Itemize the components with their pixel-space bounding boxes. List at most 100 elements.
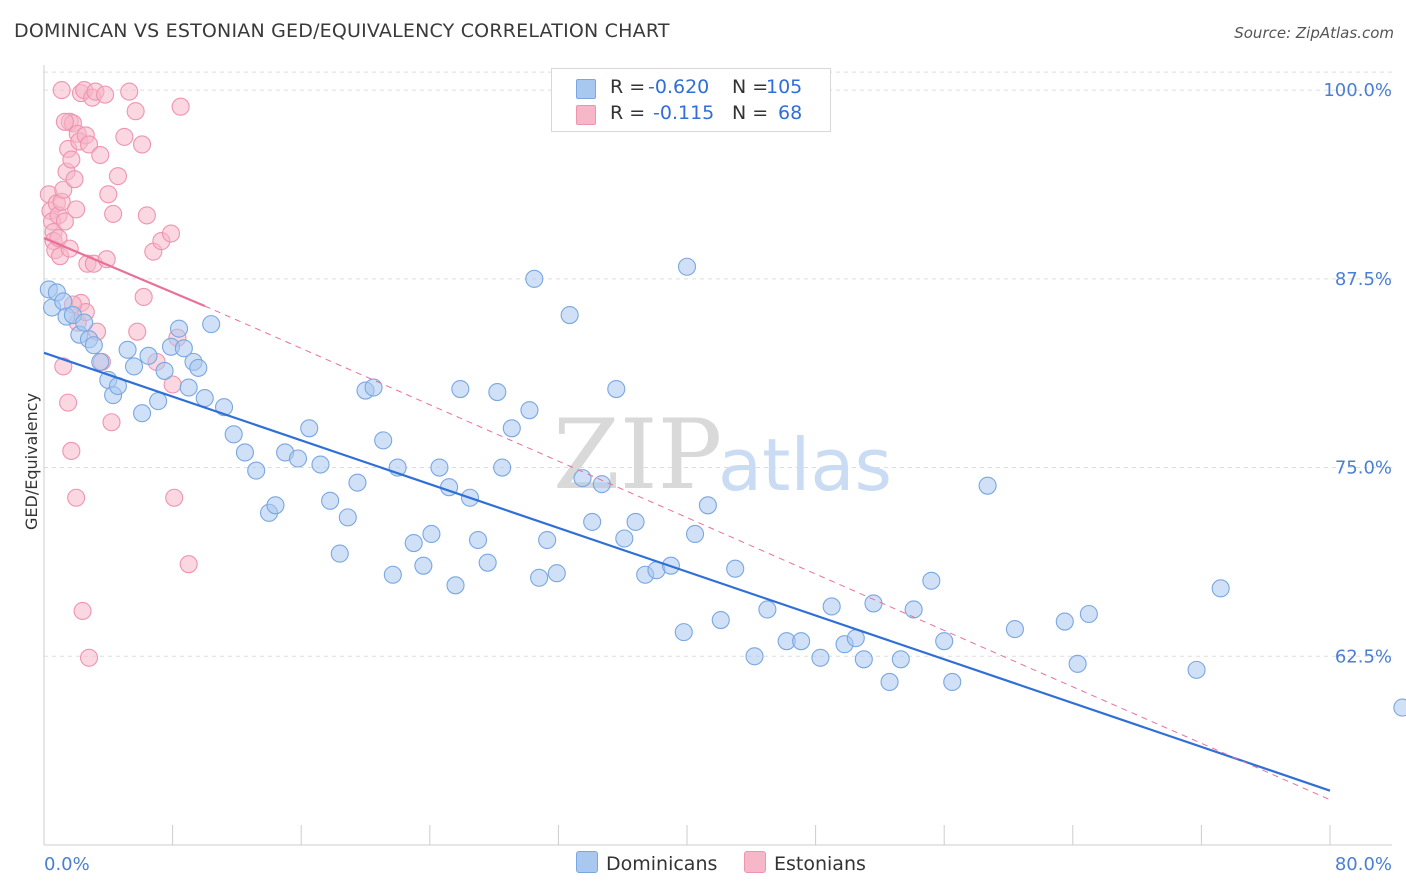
y-axis-label: GED/Equivalency [22, 393, 41, 530]
dominican-point [202, 315, 221, 334]
estonian-point [67, 488, 86, 507]
dominican-point [891, 650, 910, 669]
legend-r-value: -0.620 [648, 76, 710, 98]
estonian-point [128, 322, 147, 341]
dominican-point [300, 419, 319, 438]
dominicans-legend-icon [576, 851, 598, 873]
dominican-point [189, 358, 208, 377]
estonian-point [65, 170, 84, 189]
estonian-point [79, 135, 99, 154]
dominican-point [422, 524, 441, 544]
dominican-point [677, 257, 697, 276]
estonian-point [115, 127, 134, 146]
dominican-point [91, 352, 110, 371]
y-tick-label: 100.0% [1323, 80, 1392, 101]
y-tick-label: 62.5% [1335, 646, 1392, 667]
dominican-point [149, 392, 168, 411]
dominican-point [169, 319, 189, 338]
dominican-points [39, 257, 1406, 717]
source-label: Source: ZipAtlas.com [1234, 24, 1394, 42]
bottom-legend-estonians: Estonians [744, 851, 866, 875]
bottom-legend-dominicans: Dominicans [576, 851, 717, 875]
dominican-point [1393, 698, 1406, 717]
dominican-point [745, 647, 764, 666]
dominican-point [758, 600, 777, 619]
dominican-point [493, 458, 512, 477]
estonian-point [99, 185, 118, 204]
estonians-legend-icon [744, 851, 766, 873]
dominican-point [155, 361, 174, 380]
dominican-point [430, 458, 449, 477]
dominican-point [348, 473, 367, 492]
dominican-point [698, 496, 717, 515]
estonian-point [179, 555, 198, 574]
dominican-point [195, 389, 214, 408]
legend-n-label: N = [732, 102, 769, 124]
dominican-point [1055, 612, 1074, 631]
dominican-point [502, 419, 521, 438]
dominican-point [321, 491, 340, 510]
dominican-point [943, 672, 962, 691]
estonian-point [133, 135, 152, 154]
dominican-point [414, 556, 433, 575]
dominican-point [1211, 579, 1230, 598]
legend-n-value: 105 [766, 76, 803, 98]
estonian-point [108, 167, 127, 186]
dominican-point [583, 512, 602, 531]
x-tick-label: 80.0% [1335, 854, 1392, 875]
estonian-point [59, 393, 78, 412]
dominican-point [330, 544, 349, 563]
dominican-point [1068, 654, 1087, 673]
trend-lines [43, 237, 1331, 801]
dominican-point [811, 648, 830, 667]
dominican-point [615, 529, 634, 548]
legend-r-label: R = [610, 102, 646, 124]
dominican-point [520, 401, 539, 420]
dominican-point [179, 378, 198, 397]
dominican-point [626, 512, 645, 531]
dominican-point [84, 336, 103, 355]
dominican-point [538, 530, 557, 550]
estonian-point [126, 102, 145, 121]
grid-lines [44, 71, 1392, 657]
estonian-point [54, 180, 73, 199]
estonian-point [79, 648, 99, 667]
dominican-point [139, 346, 158, 365]
dominican-point [792, 632, 811, 651]
estonian-point [96, 85, 115, 104]
estonian-point [67, 200, 86, 219]
dominican-point [560, 306, 579, 325]
dominican-point [1187, 660, 1206, 679]
estonian-point [137, 206, 156, 225]
dominican-point [235, 443, 254, 462]
dominican-point [525, 269, 544, 288]
estonians-swatch-icon [576, 105, 596, 125]
estonian-point [54, 357, 73, 376]
estonian-point [52, 81, 71, 100]
estonian-point [62, 441, 81, 460]
dominican-point [488, 383, 507, 402]
dominican-trend-line [43, 351, 1331, 792]
estonian-point [120, 82, 139, 101]
estonian-point [55, 112, 74, 131]
dominican-point [573, 469, 592, 488]
y-tick-label: 87.5% [1335, 269, 1392, 290]
dominican-point [75, 313, 94, 332]
estonian-point [171, 97, 190, 116]
dominican-point [880, 672, 899, 691]
dominican-point [404, 533, 423, 553]
y-tick-label: 75.0% [1335, 458, 1392, 479]
dominican-point [338, 508, 357, 527]
dominican-point [468, 530, 488, 550]
watermark: ZIP atlas [553, 399, 892, 511]
x-tick-label: 0.0% [44, 854, 90, 875]
estonian-point [62, 150, 81, 169]
dominican-point [935, 632, 954, 651]
dominican-point [530, 568, 549, 587]
estonian-point [134, 287, 153, 306]
dominican-point [1005, 620, 1024, 639]
estonian-points [39, 81, 198, 667]
dominican-point [247, 461, 266, 480]
dominican-point [364, 378, 383, 397]
